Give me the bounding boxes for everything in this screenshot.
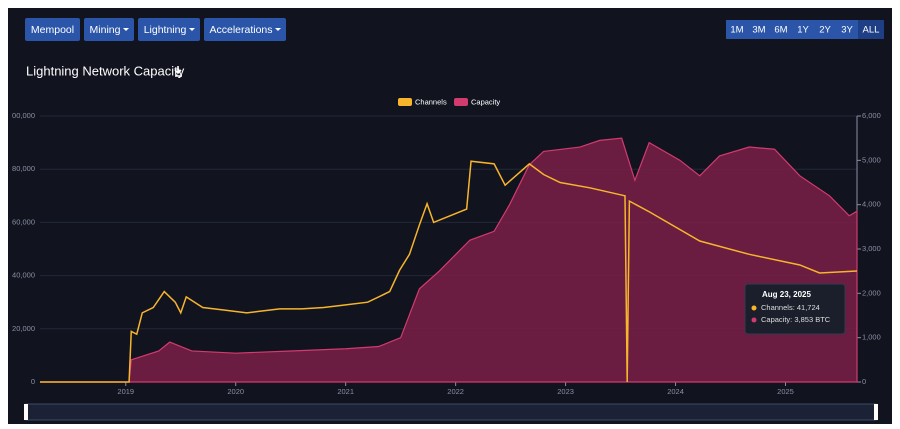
legend-swatch[interactable] [454, 98, 468, 106]
y2-tick-label: 6,000 [862, 111, 881, 120]
tooltip-capacity: Capacity: 3,853 BTC [761, 315, 831, 324]
tooltip-date: Aug 23, 2025 [762, 290, 811, 299]
y2-tick-label: 2,000 [862, 288, 881, 297]
channels-line [40, 160, 858, 383]
chart-title: Lightning Network Capacity [26, 63, 185, 78]
tooltip [744, 283, 846, 335]
x-tick-label: 2020 [227, 387, 244, 396]
capacity-area [40, 137, 858, 383]
x-tick-label: 2023 [557, 387, 574, 396]
x-tick-label: 2025 [777, 387, 794, 396]
x-tick-label: 2024 [667, 387, 684, 396]
range-label: 3M [752, 25, 765, 36]
x-tick-label: 2021 [337, 387, 354, 396]
range-button[interactable] [748, 20, 770, 39]
tooltip-channels: Channels: 41,724 [761, 303, 820, 312]
y2-tick-label: 5,000 [862, 155, 881, 164]
nav-label: Mining [90, 24, 121, 36]
caret [189, 28, 195, 31]
legend-swatch[interactable] [398, 98, 412, 106]
range-label: 1Y [797, 25, 809, 36]
range-button[interactable] [814, 20, 836, 39]
range-label: ALL [863, 25, 880, 36]
caret [275, 28, 281, 31]
y2-tick-label: 1,000 [862, 333, 881, 342]
legend-label[interactable]: Capacity [471, 97, 500, 106]
nav-label: Lightning [144, 24, 187, 36]
range-label: 6M [774, 25, 787, 36]
range-label: 2Y [819, 25, 831, 36]
range-button[interactable] [726, 20, 748, 39]
y-tick-label: 40,000 [12, 271, 35, 280]
navigator-handle[interactable] [24, 404, 28, 420]
x-tick-label: 2022 [447, 387, 464, 396]
tooltip-dot [751, 305, 757, 311]
range-button[interactable] [858, 20, 884, 39]
caret [123, 28, 129, 31]
y-tick-label: 60,000 [12, 217, 35, 226]
nav-label: Accelerations [209, 24, 272, 36]
y-tick-label: 80,000 [12, 164, 35, 173]
download-icon[interactable] [174, 66, 182, 77]
nav-button[interactable] [25, 18, 80, 41]
tooltip-dot [751, 317, 757, 323]
nav-button[interactable] [204, 18, 286, 41]
y2-tick-label: 0 [862, 377, 866, 386]
range-button[interactable] [792, 20, 814, 39]
range-label: 1M [730, 25, 743, 36]
navigator-handle[interactable] [874, 404, 878, 420]
range-button[interactable] [836, 20, 858, 39]
x-tick-label: 2019 [117, 387, 134, 396]
range-label: 3Y [841, 25, 853, 36]
nav-label: Mempool [31, 24, 74, 36]
y-tick-label: 0 [31, 377, 35, 386]
y-tick-label: 00,000 [12, 111, 35, 120]
y-tick-label: 20,000 [12, 324, 35, 333]
range-button[interactable] [770, 20, 792, 39]
navigator[interactable] [25, 403, 877, 421]
y2-tick-label: 4,000 [862, 200, 881, 209]
nav-button[interactable] [138, 18, 200, 41]
y2-tick-label: 3,000 [862, 244, 881, 253]
legend-label[interactable]: Channels [415, 97, 447, 106]
nav-button[interactable] [84, 18, 134, 41]
